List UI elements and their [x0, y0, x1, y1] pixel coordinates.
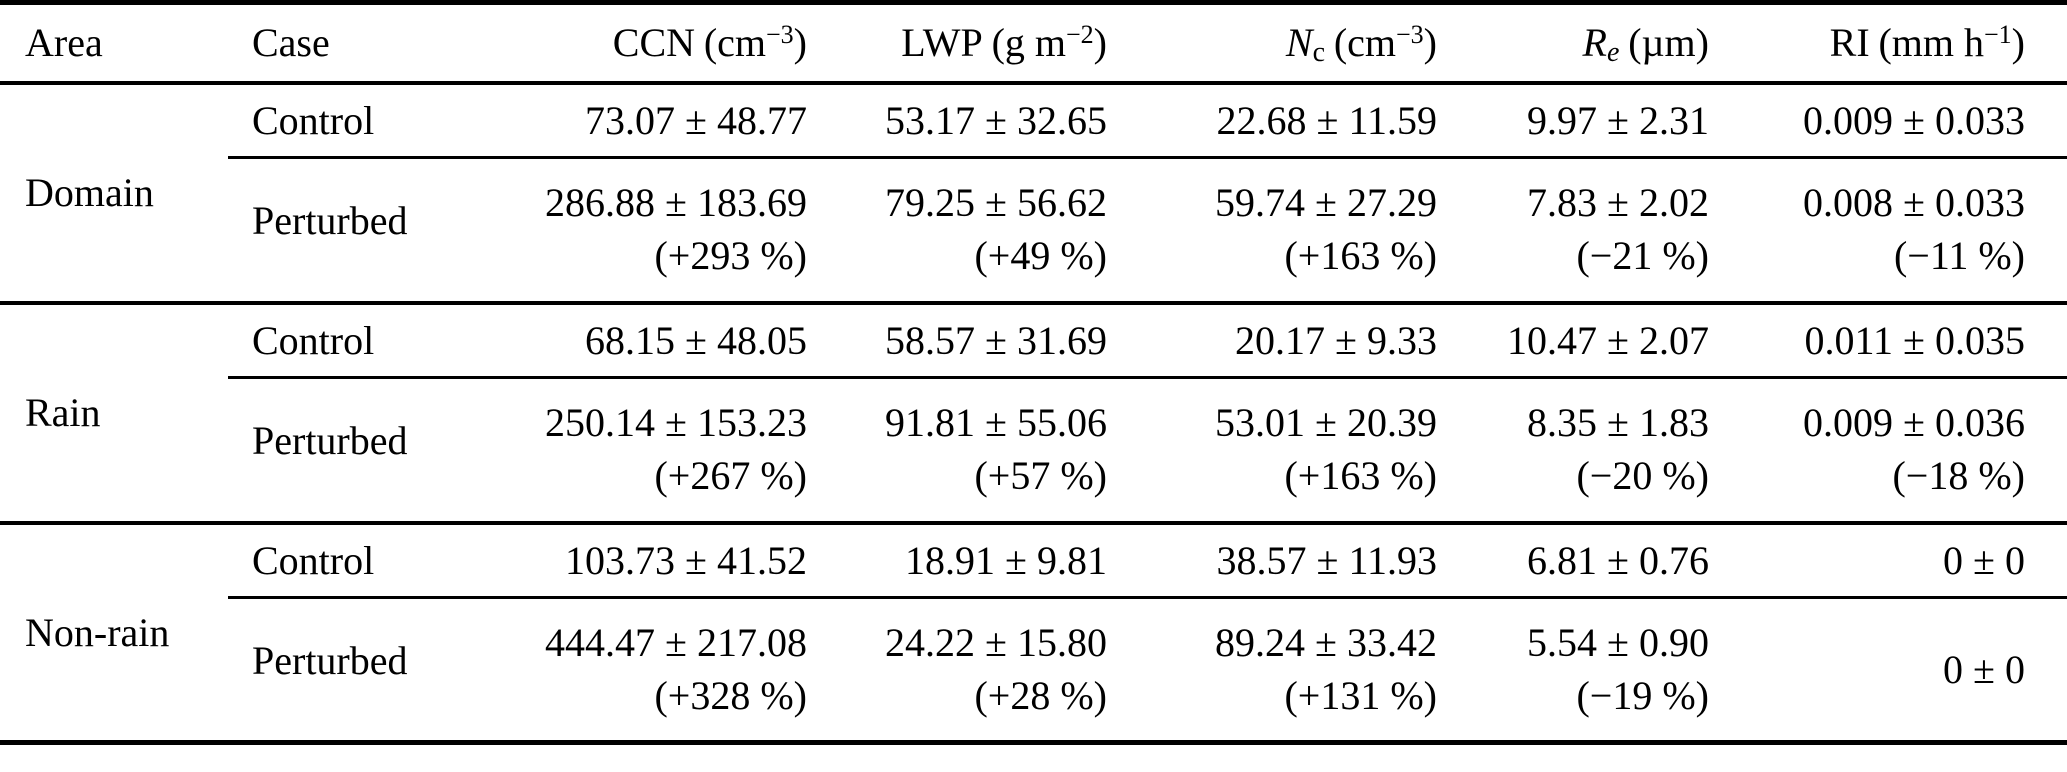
value-cell-lwp: 91.81 ± 55.06 (+57 %) — [815, 378, 1115, 523]
re-label: R — [1582, 20, 1607, 66]
value-cell-ri: 0.011 ± 0.035 — [1717, 302, 2067, 379]
value-line: 444.47 ± 217.08 — [545, 619, 807, 665]
value-line: 5.54 ± 0.90 — [1527, 619, 1709, 665]
case-label: Perturbed — [252, 638, 408, 683]
value-cell-ccn: 250.14 ± 153.23 (+267 %) — [443, 378, 815, 523]
value-cell-nc: 59.74 ± 27.29 (+163 %) — [1115, 158, 1445, 303]
case-label: Perturbed — [252, 418, 408, 463]
change-line: (+57 %) — [974, 452, 1107, 498]
ri-label: RI — [1829, 20, 1870, 66]
value-line: 286.88 ± 183.69 — [545, 179, 807, 225]
domain-perturbed-row: Perturbed 286.88 ± 183.69 (+293 %) 79.25 … — [0, 158, 2067, 303]
value-cell-re: 7.83 ± 2.02 (−21 %) — [1445, 158, 1717, 303]
change-line: (+267 %) — [654, 452, 807, 498]
value-cell-nc: 38.57 ± 11.93 — [1115, 522, 1445, 599]
area-label-domain: Domain — [25, 170, 154, 215]
ri-unit: (mm h−1) — [1878, 20, 2025, 66]
value-line: 250.14 ± 153.23 — [545, 399, 807, 445]
column-header-ccn: CCN (cm−3) — [443, 3, 815, 83]
value-cell-re: 9.97 ± 2.31 — [1445, 82, 1717, 159]
section-rain: Rain Control 68.15 ± 48.05 58.57 ± 31.69… — [0, 302, 2067, 523]
change-line: (−18 %) — [1892, 452, 2025, 498]
case-label: Control — [228, 302, 443, 379]
value-cell-ccn: 103.73 ± 41.52 — [443, 522, 815, 599]
value-cell-lwp: 53.17 ± 32.65 — [815, 82, 1115, 159]
ccn-label: CCN — [612, 20, 696, 66]
value-cell-ccn: 68.15 ± 48.05 — [443, 302, 815, 379]
section-domain: Domain Control 73.07 ± 48.77 53.17 ± 32.… — [0, 82, 2067, 303]
value-cell-re: 8.35 ± 1.83 (−20 %) — [1445, 378, 1717, 523]
domain-control-row: Domain Control 73.07 ± 48.77 53.17 ± 32.… — [0, 82, 2067, 215]
change-line: (+49 %) — [974, 232, 1107, 278]
change-line: (+131 %) — [1284, 672, 1437, 718]
value-cell-ccn: 286.88 ± 183.69 (+293 %) — [443, 158, 815, 303]
case-label: Perturbed — [252, 198, 408, 243]
value-cell-lwp: 24.22 ± 15.80 (+28 %) — [815, 598, 1115, 743]
change-line: (+328 %) — [654, 672, 807, 718]
results-table: Area Case CCN (cm−3) LWP (g m−2) Nc (cm−3) … — [0, 0, 2067, 745]
value-cell-nc: 22.68 ± 11.59 — [1115, 82, 1445, 159]
change-line: (−19 %) — [1576, 672, 1709, 718]
value-cell-ri: 0.009 ± 0.033 — [1717, 82, 2067, 159]
non-rain-control-row: Non-rain Control 103.73 ± 41.52 18.91 ± … — [0, 522, 2067, 655]
value-cell-ri: 0.009 ± 0.036 (−18 %) — [1717, 378, 2067, 523]
value-cell-re: 10.47 ± 2.07 — [1445, 302, 1717, 379]
header-row: Area Case CCN (cm−3) LWP (g m−2) Nc (cm−3) … — [0, 3, 2067, 83]
change-line: (+293 %) — [654, 232, 807, 278]
value-line: 0 ± 0 — [1943, 647, 2025, 692]
nc-label: N — [1285, 20, 1313, 66]
change-line: (+163 %) — [1284, 232, 1437, 278]
lwp-label: LWP — [901, 20, 983, 66]
value-line: 53.01 ± 20.39 — [1215, 399, 1437, 445]
column-header-lwp: LWP (g m−2) — [815, 3, 1115, 83]
non-rain-perturbed-row: Perturbed 444.47 ± 217.08 (+328 %) 24.22 … — [0, 598, 2067, 743]
value-cell-ri: 0.008 ± 0.033 (−11 %) — [1717, 158, 2067, 303]
value-cell-re: 6.81 ± 0.76 — [1445, 522, 1717, 599]
area-label-non-rain: Non-rain — [25, 609, 170, 655]
change-line: (−20 %) — [1576, 452, 1709, 498]
rain-perturbed-row: Perturbed 250.14 ± 153.23 (+267 %) 91.81 … — [0, 378, 2067, 523]
nc-unit: (cm−3) — [1333, 20, 1437, 66]
change-line: (−21 %) — [1576, 232, 1709, 278]
column-header-case: Case — [252, 20, 330, 66]
column-header-area: Area — [25, 20, 103, 66]
value-line: 79.25 ± 56.62 — [885, 179, 1107, 225]
value-line: 8.35 ± 1.83 — [1527, 399, 1709, 445]
re-unit: (µm) — [1628, 20, 1709, 66]
value-line: 91.81 ± 55.06 — [885, 399, 1107, 445]
value-cell-nc: 20.17 ± 9.33 — [1115, 302, 1445, 379]
area-label-rain: Rain — [25, 390, 101, 435]
value-line: 0.008 ± 0.033 — [1803, 179, 2025, 225]
lwp-unit: (g m−2) — [991, 20, 1107, 66]
case-label: Control — [228, 522, 443, 599]
column-header-ri: RI (mm h−1) — [1717, 3, 2067, 83]
value-cell-ccn: 73.07 ± 48.77 — [443, 82, 815, 159]
ccn-unit: (cm−3) — [703, 20, 807, 66]
value-cell-nc: 89.24 ± 33.42 (+131 %) — [1115, 598, 1445, 743]
change-line: (+28 %) — [974, 672, 1107, 718]
value-cell-lwp: 58.57 ± 31.69 — [815, 302, 1115, 379]
value-line: 0.009 ± 0.036 — [1803, 399, 2025, 445]
change-line: (−11 %) — [1893, 232, 2025, 278]
section-non-rain: Non-rain Control 103.73 ± 41.52 18.91 ± … — [0, 522, 2067, 743]
case-label: Control — [228, 82, 443, 159]
value-cell-nc: 53.01 ± 20.39 (+163 %) — [1115, 378, 1445, 523]
value-line: 59.74 ± 27.29 — [1215, 179, 1437, 225]
rain-control-row: Rain Control 68.15 ± 48.05 58.57 ± 31.69… — [0, 302, 2067, 435]
value-line: 7.83 ± 2.02 — [1527, 179, 1709, 225]
value-cell-lwp: 79.25 ± 56.62 (+49 %) — [815, 158, 1115, 303]
table-header: Area Case CCN (cm−3) LWP (g m−2) Nc (cm−3) … — [0, 3, 2067, 83]
value-cell-ri: 0 ± 0 — [1717, 522, 2067, 599]
value-cell-re: 5.54 ± 0.90 (−19 %) — [1445, 598, 1717, 743]
value-cell-ri: 0 ± 0 — [1717, 598, 2067, 743]
change-line: (+163 %) — [1284, 452, 1437, 498]
column-header-re: Re (µm) — [1582, 20, 1709, 69]
column-header-nc: Nc (cm−3) — [1285, 20, 1437, 69]
value-line: 89.24 ± 33.42 — [1215, 619, 1437, 665]
value-line: 24.22 ± 15.80 — [885, 619, 1107, 665]
value-cell-lwp: 18.91 ± 9.81 — [815, 522, 1115, 599]
value-cell-ccn: 444.47 ± 217.08 (+328 %) — [443, 598, 815, 743]
